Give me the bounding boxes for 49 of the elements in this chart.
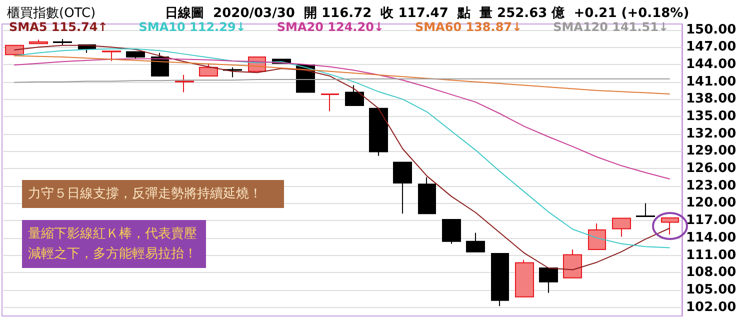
text: SMA20 124.20↓: [276, 20, 384, 34]
candlestick: [418, 176, 436, 214]
y-tick-label: 123.00: [686, 178, 736, 194]
candlestick: [612, 218, 631, 238]
candlestick: [126, 51, 145, 60]
y-tick-label: 144.00: [686, 56, 736, 72]
candlestick: [5, 44, 24, 56]
y-tick-label: 126.00: [686, 161, 736, 176]
candlestick: [369, 108, 388, 156]
y-tick-label: 132.00: [686, 126, 736, 142]
y-tick-label: 138.00: [686, 92, 736, 107]
text: SMA120 141.51↓: [553, 20, 669, 34]
candlestick: [321, 93, 339, 112]
chart-title: 櫃買指數(OTC): [7, 6, 96, 21]
candlestick: [442, 218, 461, 244]
y-tick-label: 105.00: [686, 282, 736, 298]
y-tick-label: 114.00: [686, 230, 736, 246]
y-tick-label: 108.00: [686, 265, 736, 280]
y-tick-label: 135.00: [686, 109, 736, 124]
text: SMA60 138.87↓: [414, 20, 522, 34]
candlestick: [466, 232, 485, 252]
candlestick: [563, 249, 582, 278]
y-tick-label: 150.00: [686, 22, 736, 38]
candlestick: [393, 162, 412, 214]
line-series: [14, 55, 670, 94]
y-tick-label: 120.00: [686, 196, 736, 211]
y-tick-label: 147.00: [686, 40, 736, 55]
candlestick: [588, 222, 606, 250]
candlestick: [53, 38, 72, 46]
candlestick: [515, 259, 534, 298]
y-tick-label: 141.00: [686, 74, 736, 90]
candlestick: [29, 39, 48, 44]
y-tick-label: 117.00: [686, 213, 736, 228]
annotation: 量縮下影線紅Ｋ棒，代表賣壓減輕之下，多方能輕易拉抬！: [28, 226, 197, 262]
series-label: SMA5 115.74↑: [9, 20, 108, 34]
candlestick: [199, 62, 218, 77]
line-series: [14, 58, 670, 180]
candlestick: [491, 253, 509, 307]
y-tick-label: 129.00: [686, 144, 736, 159]
series-label: SMA10 112.29↓: [138, 20, 246, 34]
candlestick: [345, 84, 364, 106]
y-tick-label: 111.00: [686, 248, 736, 263]
candlestick: [102, 50, 121, 62]
candlestick: [661, 217, 679, 235]
y-tick-label: 102.00: [686, 300, 736, 315]
candlestick: [539, 268, 558, 294]
annotation: 力守５日線支撐，反彈走勢將持續延燒！: [28, 186, 262, 202]
chart-subtitle: 日線圖 2020/03/30 開 116.72 收 117.47 點 量 252.63 億 +0.21 (+0.18%): [165, 5, 690, 21]
candlestick: [636, 202, 655, 218]
